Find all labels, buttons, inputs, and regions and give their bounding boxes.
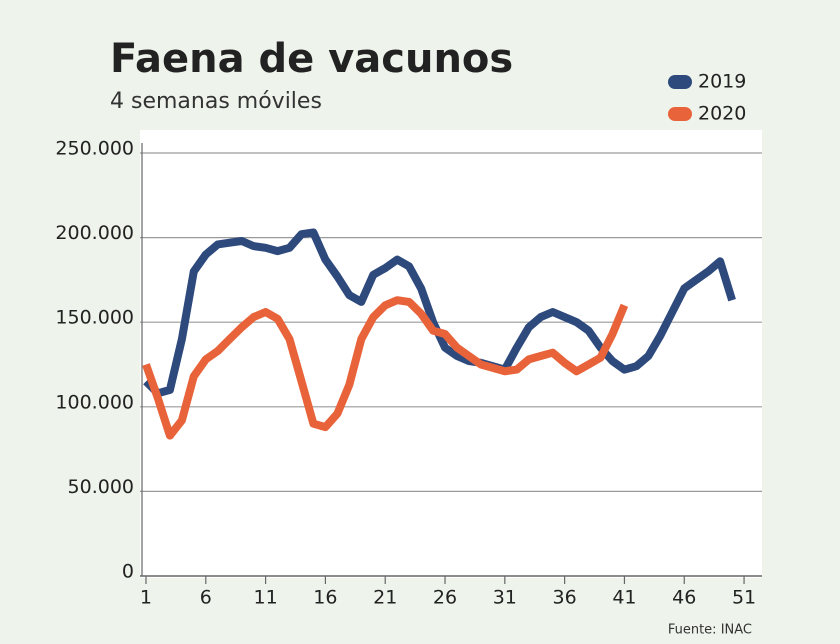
legend-label: 2019 — [698, 71, 746, 93]
chart-subtitle: 4 semanas móviles — [110, 89, 322, 114]
x-tick-label: 31 — [493, 587, 517, 609]
x-tick-label: 6 — [200, 587, 212, 609]
source: Fuente: INAC — [668, 623, 752, 638]
x-tick-label: 51 — [732, 587, 756, 609]
x-tick-label: 21 — [373, 587, 397, 609]
x-tick-label: 26 — [433, 587, 457, 609]
x-tick-label: 1 — [140, 587, 152, 609]
chart-title: Faena de vacunos — [110, 36, 513, 82]
y-tick-label: 250.000 — [55, 138, 134, 160]
y-tick-label: 200.000 — [55, 222, 134, 244]
y-tick-label: 100.000 — [55, 391, 134, 413]
y-tick-label: 50.000 — [68, 476, 134, 498]
y-tick-label: 150.000 — [55, 307, 134, 329]
y-tick-label: 0 — [122, 561, 134, 583]
legend-label: 2020 — [698, 103, 746, 125]
x-tick-label: 41 — [612, 587, 636, 609]
series-line — [142, 296, 629, 440]
x-tick-label: 46 — [672, 587, 696, 609]
x-tick-label: 11 — [254, 587, 278, 609]
x-tick-label: 36 — [553, 587, 577, 609]
x-tick-label: 16 — [313, 587, 337, 609]
legend-swatch — [668, 75, 692, 89]
legend-swatch — [668, 107, 692, 121]
